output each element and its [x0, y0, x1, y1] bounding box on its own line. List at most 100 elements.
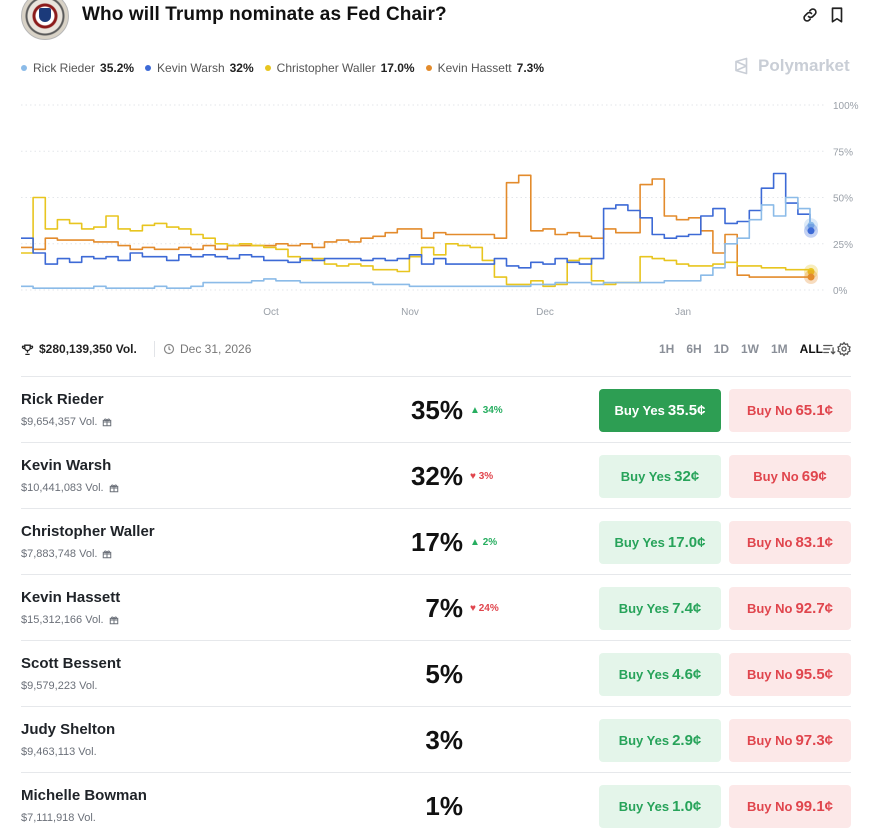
outcome-percent: 3% [425, 725, 463, 755]
outcome-name[interactable]: Kevin Warsh [21, 457, 112, 474]
link-icon[interactable] [801, 6, 819, 24]
outcome-volume: $9,654,357 Vol. [21, 416, 112, 428]
outcome-name[interactable]: Michelle Bowman [21, 787, 147, 804]
outcome-name[interactable]: Scott Bessent [21, 655, 122, 672]
buy-yes-price: 2.9¢ [672, 732, 702, 749]
series-end-point [807, 227, 815, 235]
buy-no-label: Buy No [746, 535, 793, 550]
buy-no-price: 92.7¢ [795, 600, 834, 617]
heart-down-icon: ♥ [470, 603, 476, 614]
legend-dot-icon [145, 65, 152, 71]
triangle-up-icon: ▲ [470, 405, 480, 416]
legend-item[interactable]: Kevin Warsh 32% [145, 61, 254, 75]
buy-no-button[interactable]: Buy No 92.7¢ [729, 587, 851, 630]
outcome-name[interactable]: Judy Shelton [21, 721, 116, 738]
chart-legend: Rick Rieder 35.2% Kevin Warsh 32% Christophe… [21, 59, 555, 77]
outcome-row[interactable]: Christopher Waller $7,883,748 Vol. 17% ▲ 2%… [21, 508, 851, 574]
buy-no-button[interactable]: Buy No 69¢ [729, 455, 851, 498]
federal-reserve-seal-icon [21, 0, 69, 40]
range-1d[interactable]: 1D [713, 342, 729, 356]
buy-yes-label: Buy Yes [618, 799, 670, 814]
outcome-name[interactable]: Kevin Hassett [21, 589, 121, 606]
outcome-row[interactable]: Scott Bessent $9,579,223 Vol. 5% Buy Yes 4.6… [21, 640, 851, 706]
outcome-percent: 35% [410, 395, 463, 425]
outcome-row[interactable]: Rick Rieder $9,654,357 Vol. 35% ▲ 34% Buy Ye… [21, 376, 851, 442]
buy-yes-price: 32¢ [674, 468, 700, 485]
buy-no-button[interactable]: Buy No 65.1¢ [729, 389, 851, 432]
x-tick-label: Oct [263, 307, 279, 318]
legend-name: Kevin Warsh [157, 61, 225, 75]
buy-no-button[interactable]: Buy No 97.3¢ [729, 719, 851, 762]
gift-icon[interactable] [102, 549, 112, 559]
buy-yes-button[interactable]: Buy Yes 7.4¢ [599, 587, 721, 630]
filter-lines-icon[interactable] [822, 342, 836, 356]
legend-item[interactable]: Christopher Waller 17.0% [264, 61, 415, 75]
outcomes-list: Rick Rieder $9,654,357 Vol. 35% ▲ 34% Buy Ye… [21, 376, 851, 833]
buy-no-label: Buy No [746, 733, 793, 748]
buy-yes-price: 35.5¢ [667, 402, 706, 419]
bookmark-icon[interactable] [828, 6, 846, 24]
outcome-row[interactable]: Michelle Bowman $7,111,918 Vol. 1% Buy Yes 1… [21, 772, 851, 833]
buy-no-button[interactable]: Buy No 83.1¢ [729, 521, 851, 564]
range-6h[interactable]: 6H [686, 342, 702, 356]
outcome-volume-value: $9,579,223 Vol. [21, 680, 98, 692]
buy-no-price: 95.5¢ [795, 666, 834, 683]
range-1w[interactable]: 1W [741, 342, 759, 356]
gear-icon[interactable] [836, 341, 852, 357]
gift-icon[interactable] [102, 417, 112, 427]
buy-yes-button[interactable]: Buy Yes 35.5¢ [599, 389, 721, 432]
outcome-name[interactable]: Christopher Waller [21, 523, 155, 540]
series-end-point [807, 273, 815, 281]
market-meta: $280,139,350 Vol. Dec 31, 2026 1H 6H 1D 1W 1… [21, 340, 853, 360]
series-line [21, 196, 811, 288]
range-all[interactable]: ALL [799, 342, 823, 356]
outcome-volume-value: $15,312,166 Vol. [21, 614, 104, 626]
buy-yes-label: Buy Yes [618, 601, 670, 616]
change-badge: ▲ 2% [470, 537, 497, 548]
gift-icon[interactable] [109, 615, 119, 625]
heart-down-icon: ♥ [470, 471, 476, 482]
legend-value: 17.0% [380, 61, 415, 75]
outcome-percent: 1% [425, 791, 463, 821]
buy-no-button[interactable]: Buy No 99.1¢ [729, 785, 851, 828]
outcome-row[interactable]: Judy Shelton $9,463,113 Vol. 3% Buy Yes 2.9¢… [21, 706, 851, 772]
buy-no-price: 83.1¢ [795, 534, 834, 551]
series-line [21, 174, 810, 278]
buy-no-price: 65.1¢ [795, 402, 834, 419]
buy-yes-label: Buy Yes [614, 403, 665, 418]
buy-yes-button[interactable]: Buy Yes 17.0¢ [599, 521, 721, 564]
buy-no-label: Buy No [746, 601, 793, 616]
buy-yes-button[interactable]: Buy Yes 2.9¢ [599, 719, 721, 762]
y-tick-label: 0% [833, 286, 848, 297]
gift-icon[interactable] [109, 483, 119, 493]
legend-name: Christopher Waller [276, 61, 376, 75]
triangle-up-icon: ▲ [470, 537, 480, 548]
buy-yes-price: 1.0¢ [672, 798, 702, 815]
change-value: 34% [482, 405, 503, 416]
change-value: 24% [478, 603, 499, 614]
legend-name: Kevin Hassett [437, 61, 512, 75]
buy-no-price: 99.1¢ [795, 798, 834, 815]
series-end-point [807, 221, 815, 229]
end-date: Dec 31, 2026 [163, 342, 251, 356]
buy-no-button[interactable]: Buy No 95.5¢ [729, 653, 851, 696]
outcome-volume: $9,579,223 Vol. [21, 680, 97, 692]
price-history-chart[interactable]: 100% 75% 50% 25% 0% Oct Nov Dec Jan [0, 95, 873, 325]
buy-yes-button[interactable]: Buy Yes 32¢ [599, 455, 721, 498]
meta-divider [154, 341, 155, 357]
range-1m[interactable]: 1M [771, 342, 788, 356]
buy-yes-button[interactable]: Buy Yes 1.0¢ [599, 785, 721, 828]
change-value: 2% [482, 537, 498, 548]
outcome-volume: $7,111,918 Vol. [21, 812, 96, 824]
outcome-name[interactable]: Rick Rieder [21, 391, 104, 408]
buy-yes-button[interactable]: Buy Yes 4.6¢ [599, 653, 721, 696]
total-volume-value: $280,139,350 Vol. [39, 342, 137, 356]
outcome-percent: 7% [425, 593, 463, 623]
range-1h[interactable]: 1H [658, 342, 675, 356]
buy-yes-label: Buy Yes [618, 667, 670, 682]
outcome-row[interactable]: Kevin Warsh $10,441,083 Vol. 32% ♥ 3% Buy Ye… [21, 442, 851, 508]
legend-item[interactable]: Rick Rieder 35.2% [21, 61, 134, 75]
market-header: Who will Trump nominate as Fed Chair? [0, 0, 873, 44]
legend-item[interactable]: Kevin Hassett 7.3% [425, 61, 544, 75]
outcome-row[interactable]: Kevin Hassett $15,312,166 Vol. 7% ♥ 24% Buy … [21, 574, 851, 640]
